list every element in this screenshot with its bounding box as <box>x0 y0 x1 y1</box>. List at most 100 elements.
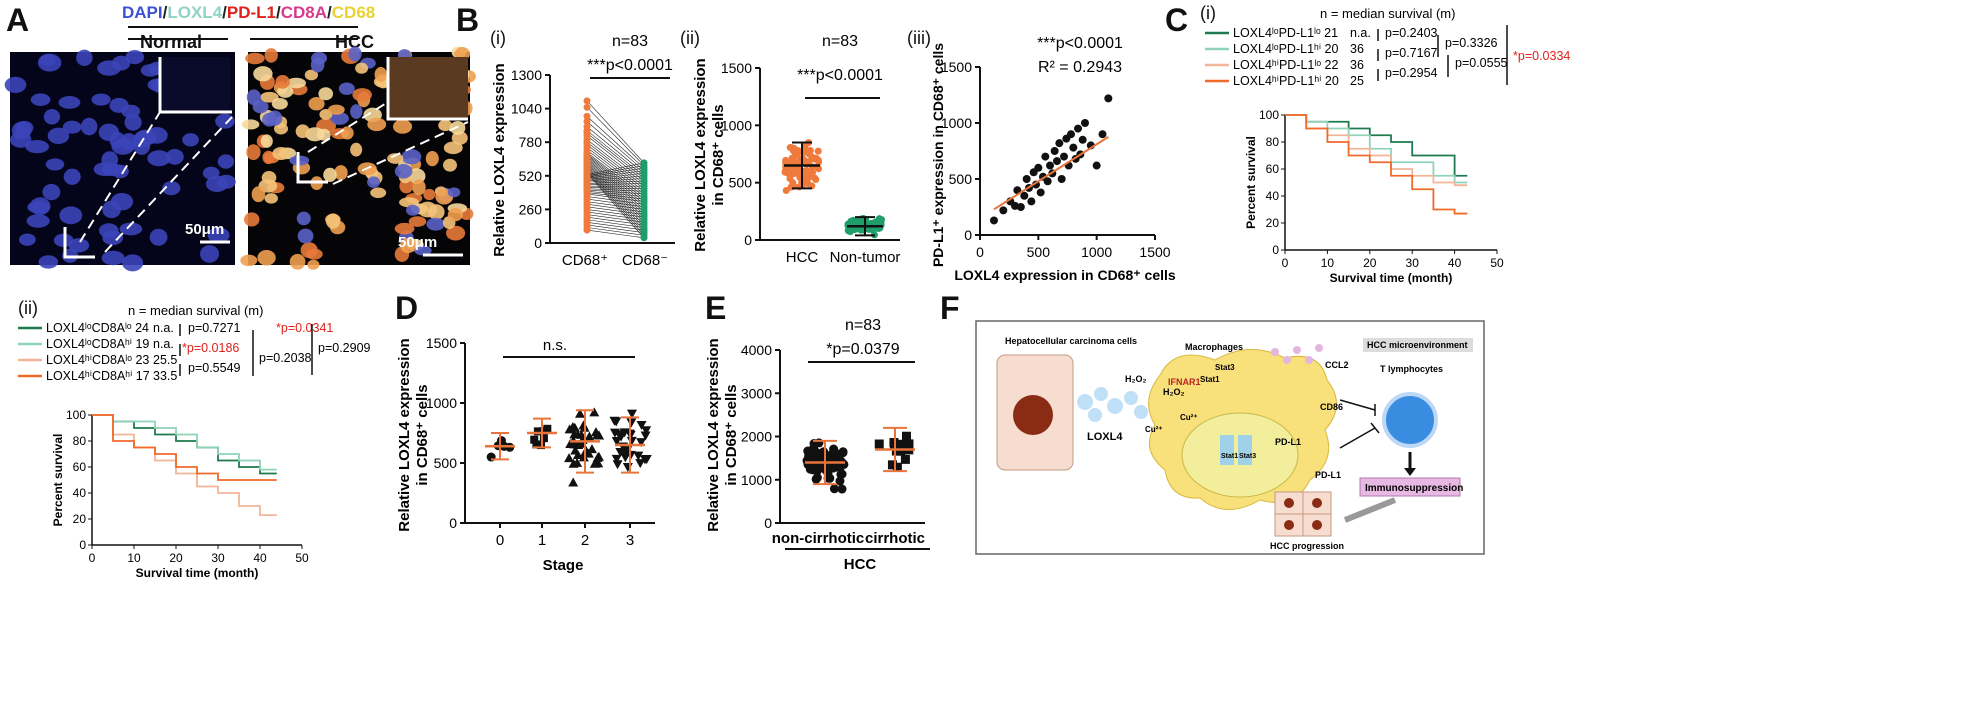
cell <box>446 225 466 241</box>
pair-line <box>586 214 645 223</box>
pair-line <box>586 170 645 233</box>
stain-part: / <box>162 3 168 22</box>
cell <box>300 242 318 259</box>
nucleus <box>165 148 184 165</box>
legend-entry: LOXL4ˡᵒCD8Aʰⁱ 19 <box>46 337 149 351</box>
data-point <box>1041 152 1050 161</box>
survival-curve <box>92 414 277 471</box>
macrophages-label: Macrophages <box>1185 342 1243 352</box>
x-tick-label: 0 <box>1282 256 1289 270</box>
x-tick-label: 40 <box>1448 256 1462 270</box>
cell <box>338 82 355 95</box>
p-value: p=0.0555 <box>1455 56 1508 70</box>
nucleus <box>200 245 220 263</box>
data-point <box>532 440 541 449</box>
pair-line <box>586 178 645 183</box>
nucleus <box>62 120 82 134</box>
data-point <box>1104 94 1113 103</box>
p-value: p=0.2909 <box>318 341 371 355</box>
data-point <box>578 452 589 462</box>
cell <box>243 212 260 227</box>
data-point <box>875 215 883 223</box>
hcc-label: HCC <box>335 32 374 52</box>
stain-part: / <box>276 3 281 22</box>
y-tick-label: 80 <box>1266 135 1280 149</box>
data-point <box>639 455 650 465</box>
cell <box>307 259 320 270</box>
y-label: PD-L1⁺ expression in CD68⁺ cells <box>930 43 946 267</box>
survival-curve <box>92 414 277 475</box>
data-point <box>1022 175 1031 183</box>
data-point <box>799 155 807 163</box>
stain-part: DAPI <box>122 3 163 22</box>
y-tick-label: 3000 <box>741 385 772 401</box>
cell <box>327 104 345 115</box>
pair-line <box>586 130 645 177</box>
data-point <box>814 438 824 448</box>
cell <box>274 123 289 135</box>
data-point <box>635 459 646 469</box>
data-point <box>626 418 637 428</box>
y-tick-label: 60 <box>1266 162 1280 176</box>
scale-bar-normal: 50μm <box>185 221 224 238</box>
nucleus <box>182 133 199 147</box>
b-ii-sub: (ii) <box>680 28 700 48</box>
data-point <box>1092 161 1101 170</box>
data-point <box>990 216 998 225</box>
cell <box>286 77 307 89</box>
cell <box>245 52 265 65</box>
panel-label-b: B <box>456 2 480 38</box>
legend-entry: LOXL4ʰⁱCD8Aʰⁱ 17 <box>46 369 150 383</box>
data-point <box>569 429 580 439</box>
cell <box>417 201 438 218</box>
y-tick-label: 500 <box>434 455 458 471</box>
nucleus <box>42 183 61 201</box>
cell <box>297 228 314 244</box>
data-point <box>530 435 539 444</box>
nucleus <box>97 60 121 76</box>
cell <box>308 96 325 111</box>
nucleus <box>145 127 168 144</box>
y-tick-label: 1000 <box>721 117 752 133</box>
cell <box>425 150 439 167</box>
nucleus <box>149 228 168 246</box>
cell <box>275 74 290 89</box>
nucleus <box>26 214 50 228</box>
b-iii-sub: (iii) <box>907 28 931 48</box>
nucleus <box>59 206 83 225</box>
median-value: n.a. <box>153 337 174 351</box>
median-value: n.a. <box>1350 26 1371 40</box>
x-cat: CD68⁻ <box>622 252 668 269</box>
x-tick-label: 20 <box>169 551 183 565</box>
y-tick-label: 1000 <box>741 472 772 488</box>
ccl2-label: CCL2 <box>1325 360 1349 370</box>
p-value: p=0.7167 <box>1385 46 1438 60</box>
nucleus <box>110 192 134 211</box>
data-point <box>900 454 910 464</box>
nucleus <box>217 154 235 169</box>
data-point <box>999 206 1008 215</box>
cell <box>272 146 290 161</box>
y-tick-label: 500 <box>729 175 753 191</box>
x-tick-label: 10 <box>1321 256 1335 270</box>
legend-entry: LOXL4ˡᵒCD8Aˡᵒ 24 <box>46 321 149 335</box>
y-tick-label: 0 <box>79 538 86 552</box>
x-tick-label: 40 <box>253 551 267 565</box>
cell <box>241 119 260 130</box>
r2-label: R² = 0.2943 <box>1038 59 1122 76</box>
data-point <box>1046 161 1054 170</box>
data-point <box>609 428 620 438</box>
p-value: p=0.3326 <box>1445 36 1498 50</box>
stain-part: PD-L1 <box>226 3 277 22</box>
pair-line <box>586 180 645 184</box>
pair-line <box>586 206 645 215</box>
panel-label-f: F <box>940 290 960 326</box>
data-point <box>543 424 552 433</box>
data-point <box>539 434 548 443</box>
data-point <box>835 476 845 486</box>
data-point <box>619 448 630 458</box>
nucleus <box>38 255 59 269</box>
pair-line <box>586 187 645 190</box>
pair-line <box>586 121 645 171</box>
pair-line <box>586 135 645 182</box>
